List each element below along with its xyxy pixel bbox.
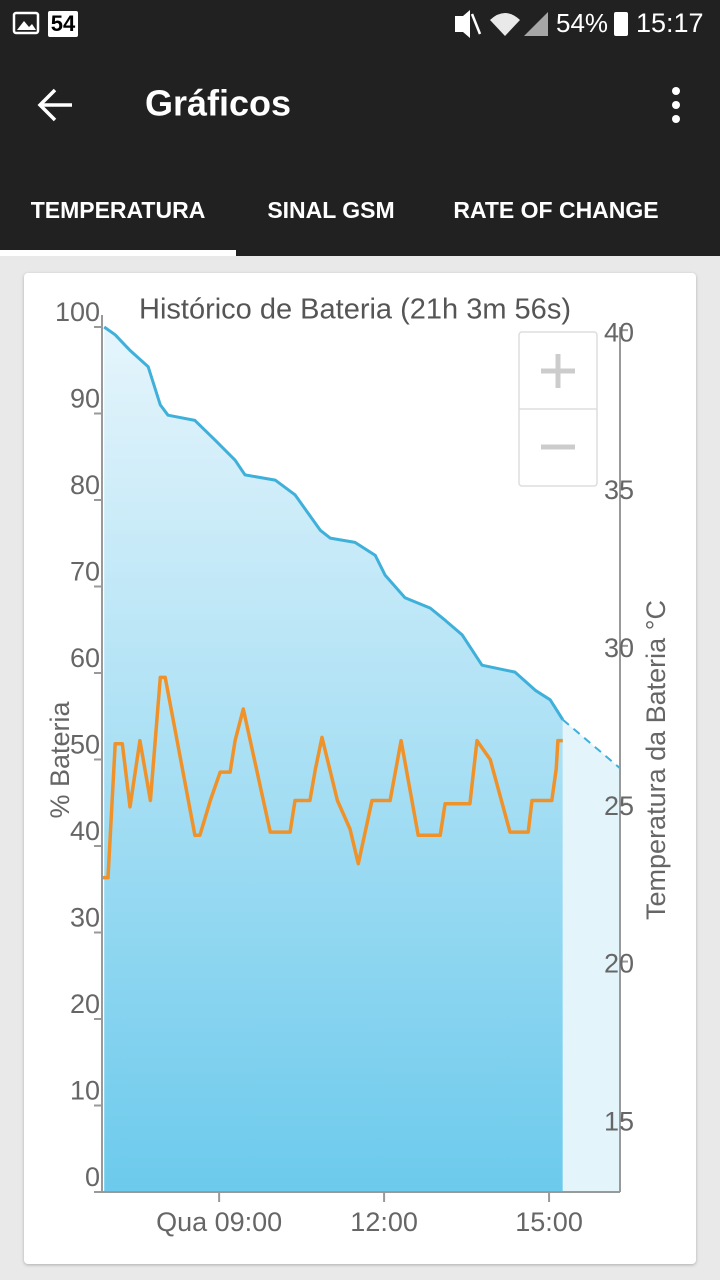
y2-tick-label: 15	[604, 1107, 634, 1137]
status-icons: 54 54% 15:17	[12, 8, 704, 38]
tab-indicator	[0, 250, 236, 256]
y2-tick-label: 20	[604, 949, 634, 979]
x-tick-label: Qua 09:00	[156, 1207, 282, 1237]
tab[interactable]: SINAL GSM	[267, 197, 395, 223]
line	[562, 718, 621, 769]
line	[102, 675, 563, 880]
x-tick-label: 12:00	[350, 1207, 418, 1237]
status-bar: 54 54% 15:17	[0, 0, 720, 48]
y-tick-label: 100	[55, 297, 100, 327]
tab-bar: TEMPERATURA SINAL GSM RATE OF CHANGE	[0, 160, 720, 256]
x-tick-label: 15:00	[515, 1207, 583, 1237]
y2-axis-label: Temperatura da Bateria °C	[641, 600, 671, 920]
y2-tick-label: 40	[604, 317, 634, 347]
overflow-menu[interactable]	[672, 87, 680, 123]
y-axis-label: % Bateria	[45, 700, 75, 818]
zoom-in[interactable]	[541, 354, 575, 388]
tab[interactable]: TEMPERATURA	[30, 197, 206, 223]
tab[interactable]: RATE OF CHANGE	[453, 197, 659, 223]
notification-count: 54	[51, 11, 76, 36]
y-tick-label: 70	[70, 557, 100, 587]
app-bar-icons: Gráficos	[37, 83, 680, 124]
y-tick-label: 40	[70, 816, 100, 846]
gallery-icon	[12, 11, 40, 35]
signal-icon	[524, 12, 548, 36]
app-bar: Gráficos	[0, 48, 720, 160]
y-tick-label: 0	[85, 1162, 100, 1192]
plot	[102, 325, 621, 1192]
clock: 15:17	[636, 8, 704, 38]
y2-tick-label: 25	[604, 791, 634, 821]
y-tick-label: 80	[70, 470, 100, 500]
zoom-controls	[518, 331, 598, 487]
notification-badge	[48, 11, 78, 37]
y-tick-label: 60	[70, 643, 100, 673]
area	[104, 327, 563, 1192]
app-title: Gráficos	[145, 83, 291, 124]
y-tick-label: 90	[70, 384, 100, 414]
battery-percent: 54%	[556, 8, 608, 38]
y2-tick-label: 30	[604, 633, 634, 663]
gallery-icon-shape	[17, 21, 36, 30]
mute-icon	[455, 10, 470, 38]
y2-tick-label: 35	[604, 475, 634, 505]
mute-slash	[470, 13, 482, 35]
line	[103, 325, 565, 721]
y-tick-label: 10	[70, 1076, 100, 1106]
projection-area	[562, 719, 620, 1192]
chart-title: Histórico de Bateria (21h 3m 56s)	[139, 294, 571, 326]
battery-icon	[614, 12, 628, 36]
y-tick-label: 30	[70, 903, 100, 933]
y-tick-label: 20	[70, 989, 100, 1019]
y-tick-label: 50	[70, 730, 100, 760]
wifi-icon	[490, 13, 520, 36]
back-button[interactable]	[37, 88, 72, 122]
